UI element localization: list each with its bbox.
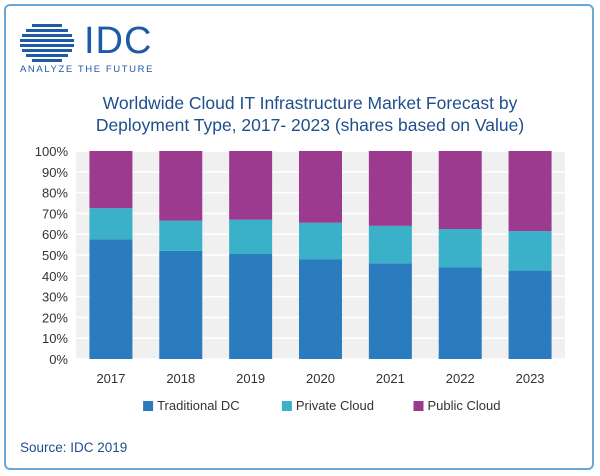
x-tick-label: 2022 xyxy=(446,371,475,386)
bar-private-cloud-2019 xyxy=(229,219,273,254)
y-tick-label: 50% xyxy=(42,248,68,263)
bar-private-cloud-2020 xyxy=(299,222,342,260)
x-tick-label: 2021 xyxy=(376,371,405,386)
bar-private-cloud-2018 xyxy=(159,220,203,251)
legend-label-traditional-dc: Traditional DC xyxy=(157,398,240,413)
source-note: Source: IDC 2019 xyxy=(20,440,128,455)
bar-traditional-dc-2017 xyxy=(89,239,133,359)
chart-title-line-1: Worldwide Cloud IT Infrastructure Market… xyxy=(102,93,518,113)
x-tick-label: 2019 xyxy=(236,371,265,386)
chart-title-line-2: Deployment Type, 2017- 2023 (shares base… xyxy=(95,115,525,135)
bar-public-cloud-2018 xyxy=(159,151,203,221)
bar-public-cloud-2020 xyxy=(299,151,342,223)
y-tick-label: 10% xyxy=(42,331,68,346)
idc-logo-icon xyxy=(20,24,74,62)
bar-traditional-dc-2023 xyxy=(508,270,552,359)
logo-wordmark: IDC xyxy=(84,20,153,62)
logo-tagline: ANALYZE THE FUTURE xyxy=(20,64,155,75)
y-tick-label: 30% xyxy=(42,290,68,305)
legend-label-public-cloud: Public Cloud xyxy=(428,398,501,413)
y-tick-label: 80% xyxy=(42,186,68,201)
bar-traditional-dc-2018 xyxy=(159,250,203,359)
y-tick-label: 70% xyxy=(42,206,68,221)
y-tick-label: 100% xyxy=(35,144,69,159)
x-tick-label: 2018 xyxy=(166,371,195,386)
legend-swatch-private-cloud xyxy=(281,401,292,411)
bar-traditional-dc-2022 xyxy=(438,267,482,359)
y-tick-label: 0% xyxy=(49,352,68,367)
x-tick-label: 2020 xyxy=(306,371,335,386)
y-tick-label: 20% xyxy=(42,310,68,325)
bar-private-cloud-2023 xyxy=(508,231,552,271)
legend-swatch-public-cloud xyxy=(413,401,424,411)
bar-traditional-dc-2021 xyxy=(368,263,412,359)
bar-public-cloud-2023 xyxy=(508,151,552,232)
bar-traditional-dc-2020 xyxy=(299,259,342,359)
bar-private-cloud-2017 xyxy=(89,208,133,240)
x-tick-label: 2023 xyxy=(516,371,545,386)
bar-public-cloud-2017 xyxy=(89,151,133,209)
bar-public-cloud-2022 xyxy=(438,151,482,229)
bar-public-cloud-2019 xyxy=(229,151,273,220)
y-tick-label: 60% xyxy=(42,227,68,242)
x-tick-label: 2017 xyxy=(96,371,125,386)
bar-private-cloud-2021 xyxy=(368,225,412,264)
bar-traditional-dc-2019 xyxy=(229,253,273,359)
legend-label-private-cloud: Private Cloud xyxy=(296,398,374,413)
bar-public-cloud-2021 xyxy=(368,151,412,226)
legend-swatch-traditional-dc xyxy=(143,401,154,411)
y-tick-label: 40% xyxy=(42,269,68,284)
chart-title: Worldwide Cloud IT Infrastructure Market… xyxy=(40,92,580,136)
y-tick-label: 90% xyxy=(42,165,68,180)
bar-private-cloud-2022 xyxy=(438,229,482,268)
